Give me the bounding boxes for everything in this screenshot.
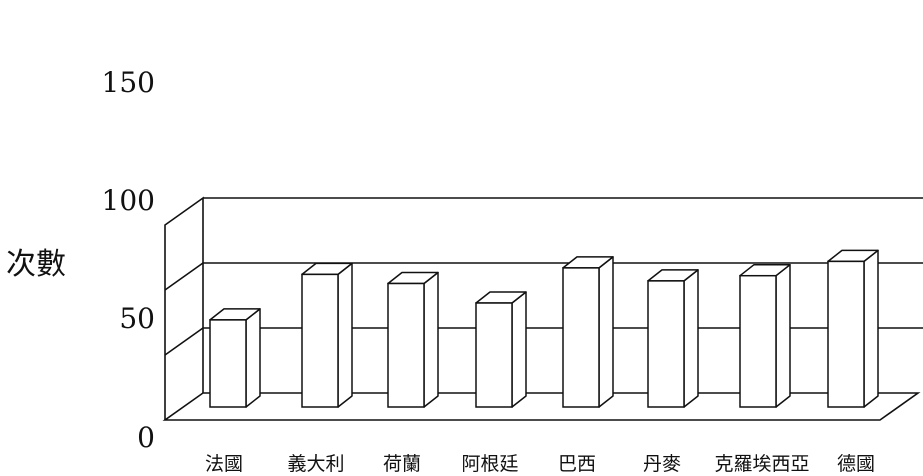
y-tick-label: 50 [119,302,155,335]
bar-side [598,256,614,408]
bar-side [863,249,879,408]
x-tick-label: 荷蘭 [383,453,421,475]
y-tick-label: 150 [102,66,155,99]
bar [739,263,791,408]
bar-front [301,273,339,408]
bar [387,271,439,408]
y-axis-title: 次數 [6,247,66,282]
bar-side [423,271,439,408]
bar-front [739,274,777,408]
chart-floor [162,392,921,421]
bar-front [209,319,247,408]
bar-front [827,260,865,408]
x-tick-label: 阿根廷 [461,453,518,475]
x-tick-label: 法國 [205,453,243,475]
bar [475,291,527,408]
bar-front [475,302,513,408]
x-tick-label: 巴西 [558,453,596,475]
bar [301,262,353,408]
bar [647,269,699,408]
x-tick-label: 丹麥 [643,453,681,475]
bar-front [647,280,685,408]
bar-side [245,308,261,408]
x-tick-label: 義大利 [287,453,344,475]
bar [209,308,261,408]
bar [562,256,614,408]
gridline-side [164,327,204,356]
bar-side [775,263,791,408]
x-tick-label: 克羅埃西亞 [714,453,809,475]
y-tick-label: 0 [137,421,155,454]
bar [827,249,879,408]
bar-side [683,269,699,408]
gridline-side [164,262,204,291]
bar-side [511,291,527,408]
bar-front [562,267,600,408]
x-tick-label: 德國 [837,453,875,475]
bar-front [387,282,425,408]
bar-side [337,262,353,408]
y-tick-label: 100 [102,184,155,217]
left-wall [164,196,204,420]
